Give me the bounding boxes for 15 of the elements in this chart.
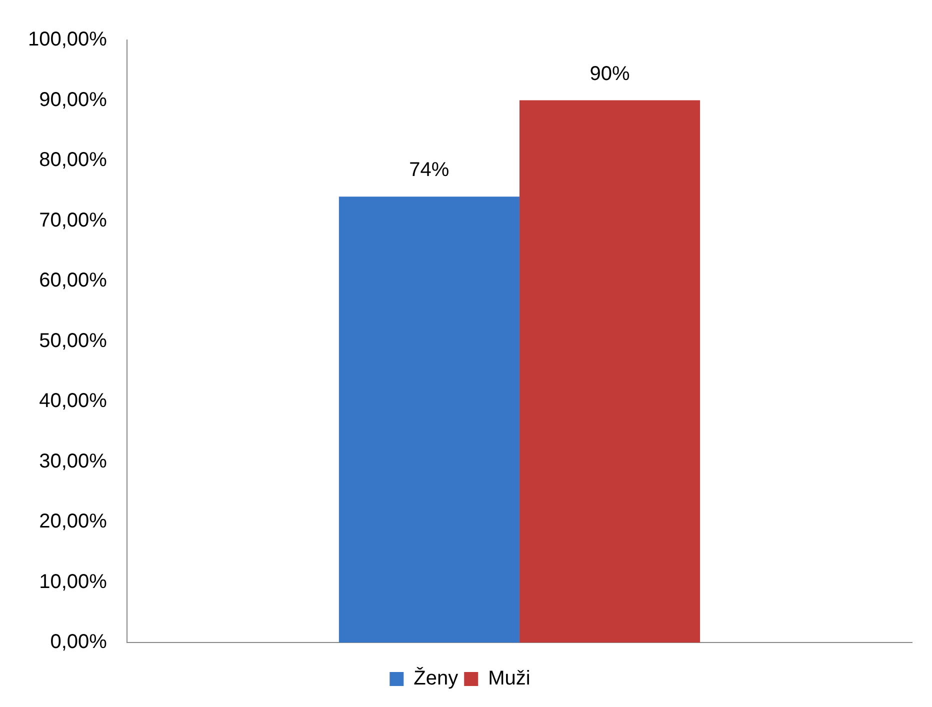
y-tick-label: 70,00% <box>39 209 108 232</box>
y-tick-label: 60,00% <box>39 270 108 292</box>
data-label: 74% <box>409 159 450 182</box>
y-tick-label: 20,00% <box>39 510 108 533</box>
y-tick-label: 0,00% <box>50 631 108 654</box>
legend-label: Muži <box>488 668 530 690</box>
legend-label: Ženy <box>414 666 458 690</box>
y-tick-label: 90,00% <box>39 88 108 111</box>
y-tick-label: 30,00% <box>39 450 108 472</box>
data-label: 90% <box>590 62 630 85</box>
y-tick-label: 10,00% <box>39 570 108 593</box>
y-tick-label: 80,00% <box>39 149 108 172</box>
y-tick-label: 40,00% <box>39 390 108 412</box>
y-tick-label: 100,00% <box>28 28 108 51</box>
y-tick-label: 50,00% <box>39 330 108 352</box>
